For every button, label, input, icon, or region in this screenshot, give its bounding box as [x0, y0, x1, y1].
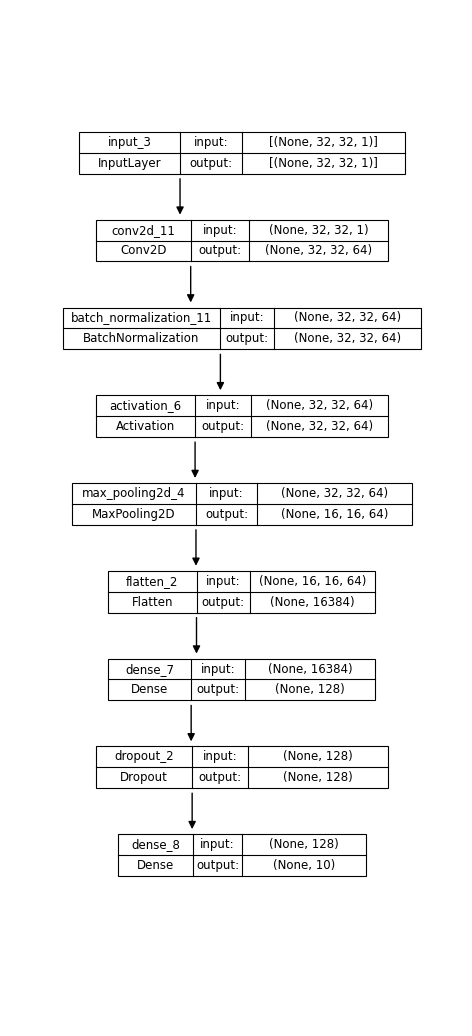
Text: batch_normalization_11: batch_normalization_11 — [71, 312, 212, 324]
Text: output:: output: — [202, 596, 245, 608]
Text: (None, 16384): (None, 16384) — [270, 596, 355, 608]
Text: max_pooling2d_4: max_pooling2d_4 — [82, 487, 185, 500]
Text: (None, 128): (None, 128) — [283, 771, 353, 784]
Text: dense_8: dense_8 — [131, 838, 180, 852]
Text: (None, 128): (None, 128) — [275, 684, 345, 696]
Bar — [118, 834, 366, 875]
Text: (None, 32, 32, 64): (None, 32, 32, 64) — [266, 420, 373, 433]
Text: [(None, 32, 32, 1)]: [(None, 32, 32, 1)] — [269, 156, 378, 170]
Text: output:: output: — [198, 244, 242, 258]
Text: (None, 32, 32, 64): (None, 32, 32, 64) — [265, 244, 372, 258]
Text: input:: input: — [202, 224, 237, 236]
Text: (None, 16384): (None, 16384) — [268, 663, 352, 675]
Text: (None, 16, 16, 64): (None, 16, 16, 64) — [281, 508, 388, 521]
Bar — [95, 747, 388, 788]
Bar — [95, 396, 388, 437]
Text: dense_7: dense_7 — [125, 663, 174, 675]
Text: (None, 16, 16, 64): (None, 16, 16, 64) — [259, 575, 366, 587]
Bar — [109, 659, 375, 700]
Text: dropout_2: dropout_2 — [114, 750, 174, 764]
Text: (None, 32, 32, 64): (None, 32, 32, 64) — [294, 312, 401, 324]
Text: input:: input: — [209, 487, 244, 500]
Text: Conv2D: Conv2D — [120, 244, 167, 258]
Text: BatchNormalization: BatchNormalization — [84, 333, 200, 345]
Text: output:: output: — [205, 508, 248, 521]
Bar — [63, 308, 421, 349]
Text: (None, 32, 32, 64): (None, 32, 32, 64) — [294, 333, 401, 345]
Text: Dropout: Dropout — [120, 771, 168, 784]
Text: input:: input: — [206, 399, 240, 412]
Text: output:: output: — [198, 771, 242, 784]
Bar — [95, 220, 388, 261]
Text: output:: output: — [196, 859, 239, 872]
Text: input:: input: — [206, 575, 241, 587]
Text: input:: input: — [202, 750, 237, 764]
Text: input:: input: — [194, 136, 228, 149]
Text: (None, 32, 32, 64): (None, 32, 32, 64) — [281, 487, 388, 500]
Text: Dense: Dense — [137, 859, 174, 872]
Text: Activation: Activation — [116, 420, 175, 433]
Text: output:: output: — [196, 684, 239, 696]
Text: conv2d_11: conv2d_11 — [111, 224, 175, 236]
Text: InputLayer: InputLayer — [98, 156, 161, 170]
Text: (None, 32, 32, 1): (None, 32, 32, 1) — [269, 224, 369, 236]
Text: (None, 128): (None, 128) — [283, 750, 353, 764]
Text: (None, 128): (None, 128) — [269, 838, 339, 852]
Text: activation_6: activation_6 — [109, 399, 181, 412]
Text: output:: output: — [202, 420, 244, 433]
Bar — [109, 571, 375, 612]
Text: output:: output: — [189, 156, 233, 170]
Text: Dense: Dense — [131, 684, 169, 696]
Text: MaxPooling2D: MaxPooling2D — [92, 508, 176, 521]
Text: input:: input: — [201, 663, 235, 675]
Text: input:: input: — [230, 312, 265, 324]
Text: (None, 32, 32, 64): (None, 32, 32, 64) — [266, 399, 373, 412]
Text: output:: output: — [226, 333, 269, 345]
Bar — [72, 483, 412, 524]
Text: Flatten: Flatten — [132, 596, 173, 608]
Text: (None, 10): (None, 10) — [273, 859, 335, 872]
Text: [(None, 32, 32, 1)]: [(None, 32, 32, 1)] — [269, 136, 378, 149]
Bar — [79, 132, 405, 174]
Text: input:: input: — [200, 838, 235, 852]
Text: flatten_2: flatten_2 — [126, 575, 178, 587]
Text: input_3: input_3 — [108, 136, 152, 149]
